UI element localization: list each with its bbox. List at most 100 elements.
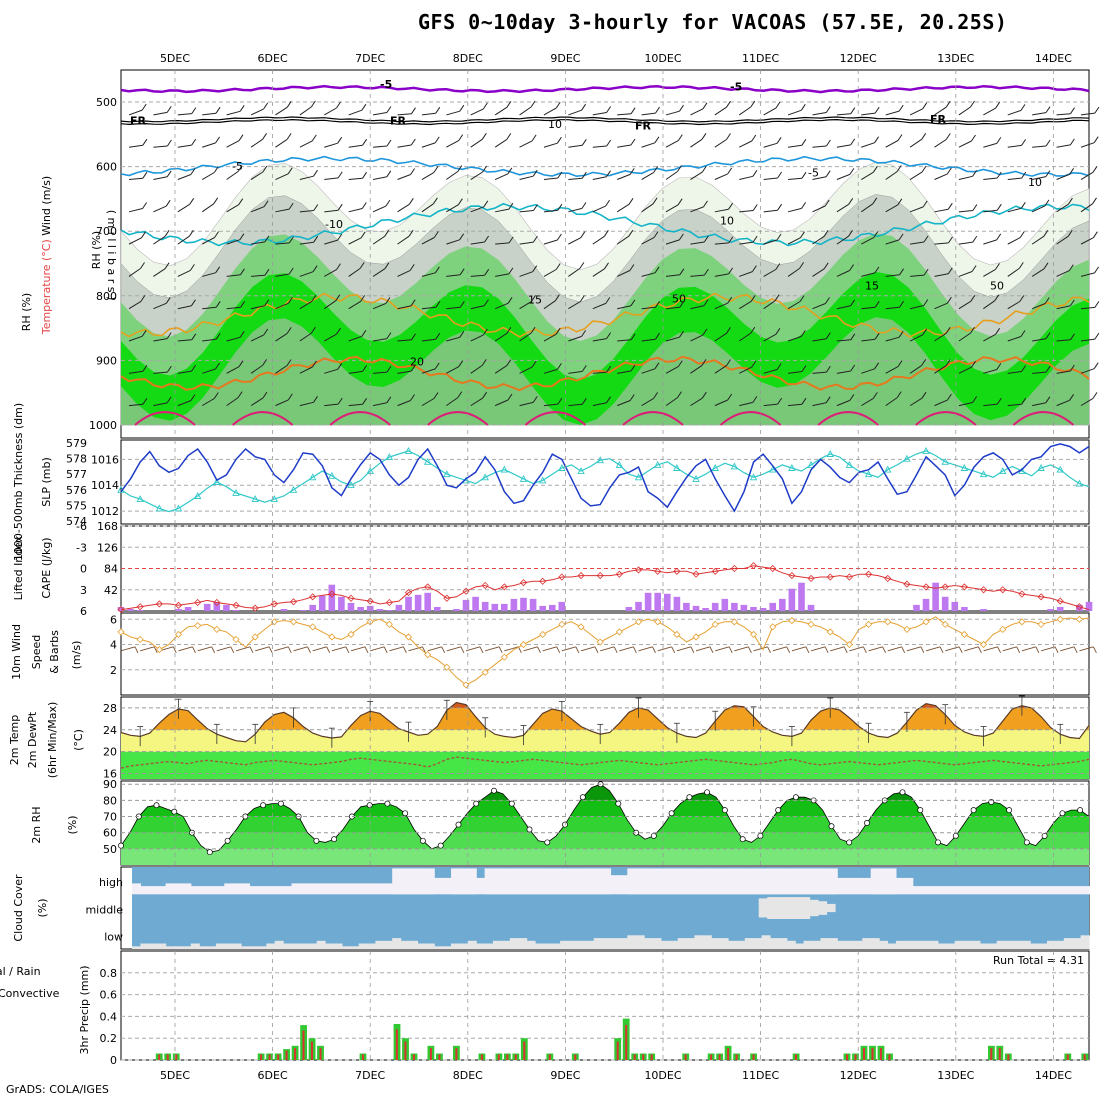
wind-barb-flag: [776, 363, 782, 370]
wind-barb-flag: [361, 202, 367, 209]
cloud-cell-low_pct: [190, 943, 200, 949]
wind-barb: [909, 108, 923, 116]
cloud-cell-mid_pct: [809, 899, 819, 917]
wind-barb: [202, 272, 216, 277]
wind-barb: [494, 138, 508, 148]
wind10-barb-flag: [460, 646, 465, 654]
cloud-cell-high_pct: [299, 883, 309, 895]
cloud-cell-high_pct: [174, 883, 183, 895]
wind-barb-flag: [310, 100, 316, 108]
cloud-cell-low_pct: [451, 943, 460, 949]
wind-barb: [983, 300, 996, 310]
wind-barb-flag: [239, 105, 245, 112]
rh2m-point: [579, 794, 586, 801]
cloud-cell-high_pct: [232, 883, 242, 895]
wind10-barb: [293, 646, 308, 652]
wind-barb-flag: [508, 267, 514, 275]
rh2m-point: [704, 789, 711, 796]
cloud-cell-low_pct: [879, 940, 889, 949]
rh2m-ylabel-group: 2m RH: [30, 806, 43, 843]
cloud-cell-high_pct: [652, 868, 662, 895]
wind-barb: [934, 173, 948, 180]
wind-barb: [543, 368, 558, 374]
rh2m-point: [1006, 807, 1013, 814]
wind-barb: [250, 397, 264, 407]
wind-barb-flag: [750, 326, 756, 334]
wind-barb-flag: [896, 391, 902, 398]
wind10-barb-flag: [364, 646, 369, 654]
wind-barb-flag: [1094, 106, 1100, 114]
rh2m-ylabel-a: 2m RH: [30, 806, 43, 843]
cape-bar: [175, 609, 182, 611]
wind-barb-flag: [922, 102, 928, 110]
rh2m-point: [455, 821, 462, 828]
cloud-cell-low_pct: [694, 935, 704, 949]
wind-barb-flag: [946, 296, 952, 304]
wind-barb-flag: [677, 198, 683, 206]
wind10-barb: [772, 646, 787, 652]
wind-barb-flag: [777, 171, 783, 179]
wind-barb: [812, 402, 827, 407]
cloud-cell-high_pct: [560, 868, 570, 895]
wind-barb-flag: [1069, 299, 1075, 307]
wind-barb: [519, 241, 534, 245]
precip-bar-convective: [616, 1041, 619, 1060]
cloud-cell-high_pct: [215, 886, 225, 895]
rh2m-point: [171, 808, 178, 815]
cloud-cell-high_pct: [593, 868, 603, 895]
wind10-point: [558, 620, 566, 628]
wind-barb-flag: [701, 133, 707, 140]
wind-barb: [1007, 371, 1022, 374]
cape-bar: [1047, 609, 1054, 611]
wind10-point: [519, 640, 528, 649]
wind-barb: [519, 271, 533, 277]
wind-barb-flag: [459, 104, 465, 112]
wind-barb: [1031, 205, 1046, 213]
wind-barb-flag: [164, 262, 170, 269]
wind-barb-flag: [384, 230, 390, 237]
wind-barb: [201, 172, 215, 180]
wind-barb: [177, 305, 192, 310]
cloud-cell-high_pct: [585, 868, 595, 895]
cloud-level-label: middle: [85, 903, 123, 916]
wind-barb-flag: [531, 134, 537, 142]
wind-barb: [202, 142, 216, 148]
cloud-cell-low_pct: [988, 943, 998, 949]
cloud-cell-low_pct: [459, 943, 469, 949]
credit-text: GrADS: COLA/IGES: [6, 1083, 109, 1096]
wind-barb: [763, 177, 778, 181]
cloud-cell-low_pct: [165, 946, 175, 949]
wind-barb: [641, 272, 656, 277]
thickness-point: [826, 450, 834, 457]
wind-barb: [519, 366, 533, 374]
wind10-barb-flag: [192, 646, 196, 654]
wind-barb-flag: [751, 360, 757, 368]
wind-barb-flag: [752, 170, 758, 177]
wind-barb-flag: [801, 365, 807, 372]
precip-bar-convective: [438, 1054, 441, 1060]
wind-barb-flag: [311, 134, 317, 142]
cloud-cell-high_pct: [1063, 886, 1073, 895]
wind-barb: [617, 370, 632, 374]
wind-barb: [250, 138, 263, 148]
wind-barb: [470, 138, 483, 148]
wind-barb: [324, 107, 337, 116]
rh2m-point: [615, 800, 622, 807]
wind-barb-flag: [360, 295, 366, 302]
wind-barb-flag: [482, 391, 488, 399]
wind10-ylabel-group: 10m Wind: [10, 624, 23, 680]
wind-barb: [641, 237, 655, 245]
wind-barb-flag: [1069, 394, 1075, 401]
wind-barb-flag: [1045, 332, 1051, 339]
wind-barb: [885, 204, 899, 213]
wind-barb-flag: [825, 297, 830, 304]
wind10-point: [884, 618, 892, 626]
wind10-ylabel-group3: & Barbs: [48, 630, 61, 674]
cloud-cell-low_pct: [845, 940, 855, 949]
contour-label-fr: FR: [930, 113, 947, 126]
rh2m-point: [313, 837, 320, 844]
wind-barb: [568, 177, 583, 181]
wind-barb-flag: [923, 268, 929, 276]
wind-barb: [470, 364, 483, 374]
precip-bar-convective: [480, 1054, 483, 1060]
